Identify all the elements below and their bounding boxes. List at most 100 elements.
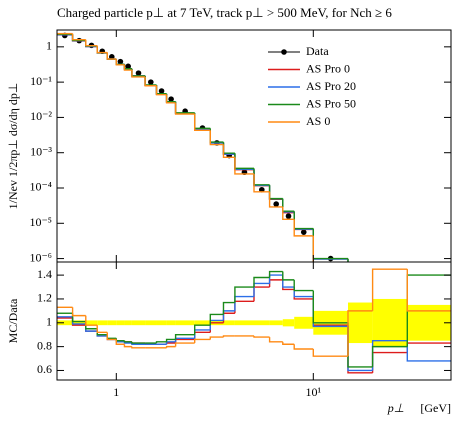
step-bin <box>155 85 167 96</box>
step-bin <box>123 64 132 71</box>
step-bin <box>222 142 235 155</box>
step-bin <box>115 59 125 66</box>
step-bin <box>282 271 295 281</box>
data-point <box>148 79 154 85</box>
step-bin <box>282 279 295 291</box>
uncertainty-band <box>175 320 195 326</box>
step-bin <box>222 144 235 159</box>
step-bin <box>347 259 349 262</box>
legend-label: AS Pro 20 <box>306 79 356 93</box>
uncertainty-band <box>282 319 295 327</box>
legend-label: AS Pro 50 <box>306 96 356 110</box>
step-bin <box>406 269 451 312</box>
step-bin <box>165 341 176 345</box>
step-bin <box>371 345 408 367</box>
data-point <box>108 54 115 60</box>
data-point <box>273 201 279 207</box>
step-bin <box>282 198 295 213</box>
step-bin <box>222 142 235 154</box>
step-bin <box>106 52 117 60</box>
plot-area <box>57 268 451 374</box>
x-axis-unit: [GeV] <box>420 401 451 415</box>
data-point <box>357 273 363 279</box>
y-tick-label: 0.6 <box>37 362 52 376</box>
step-bin <box>222 310 235 321</box>
step-bin <box>268 185 283 200</box>
uncertainty-band <box>347 302 373 344</box>
step-bin <box>312 290 348 324</box>
step-bin <box>347 258 349 262</box>
step-bin <box>253 286 270 302</box>
step-bin <box>234 154 254 170</box>
uncertainty-band <box>124 320 132 326</box>
chart-title: Charged particle p⊥ at 7 TeV, track p⊥ >… <box>57 5 392 20</box>
legend-label: Data <box>306 44 329 58</box>
step-bin <box>209 313 224 326</box>
data-point <box>285 213 292 219</box>
step-bin <box>253 168 270 186</box>
step-bin <box>268 191 283 208</box>
step-bin <box>293 211 314 230</box>
y-tick-label: 0.8 <box>37 338 52 352</box>
step-bin <box>282 206 295 220</box>
uncertainty-band <box>72 320 86 326</box>
x-axis-label: p⊥ <box>387 401 404 415</box>
legend-marker <box>281 49 287 55</box>
y-tick-label: 10⁻¹ <box>30 74 52 88</box>
step-bin <box>406 340 451 362</box>
legend-label: AS 0 <box>306 114 330 128</box>
step-bin <box>253 335 270 338</box>
step-bin <box>234 154 254 171</box>
uncertainty-band <box>166 320 176 326</box>
step-bin <box>106 334 117 339</box>
ratio-y-axis-label: MC/Data <box>6 298 20 343</box>
y-tick-label: 10⁻² <box>30 109 52 123</box>
step-bin <box>174 102 195 115</box>
step-bin <box>312 228 348 260</box>
uncertainty-band <box>107 320 117 326</box>
y-tick-label: 1 <box>46 315 52 329</box>
step-bin <box>282 341 295 345</box>
step-bin <box>123 340 132 343</box>
step-bin <box>115 338 125 342</box>
step-bin <box>253 169 270 187</box>
step-bin <box>371 351 408 373</box>
step-bin <box>209 336 224 340</box>
step-bin <box>253 173 270 193</box>
step-bin <box>165 94 176 104</box>
step-bin <box>293 344 314 350</box>
step-bin <box>144 76 157 87</box>
uncertainty-band <box>234 320 254 326</box>
step-bin <box>253 276 270 288</box>
step-bin <box>209 128 224 143</box>
step-bin <box>209 130 224 146</box>
step-bin <box>193 329 211 339</box>
step-bin <box>165 342 176 345</box>
step-bin <box>253 282 270 297</box>
step-bin <box>222 335 235 338</box>
step-bin <box>312 229 348 260</box>
uncertainty-band <box>156 320 167 326</box>
step-bin <box>131 70 146 78</box>
uncertainty-band <box>131 320 146 326</box>
uncertainty-band <box>57 320 73 326</box>
y-tick-label: 1.2 <box>37 291 52 305</box>
uncertainty-band <box>97 320 108 326</box>
uncertainty-band <box>372 298 408 347</box>
step-bin <box>268 279 283 288</box>
step-bin <box>193 113 211 132</box>
data-point <box>117 58 124 65</box>
step-bin <box>85 315 98 326</box>
uncertainty-band <box>269 320 283 326</box>
plot-frame <box>56 261 452 381</box>
step-bin <box>193 338 211 344</box>
x-tick-label: 10¹ <box>305 385 321 399</box>
uncertainty-band <box>254 320 270 326</box>
step-bin <box>293 287 314 298</box>
data-point <box>168 96 174 102</box>
step-bin <box>268 184 283 200</box>
step-bin <box>347 310 373 357</box>
step-bin <box>123 344 132 348</box>
data-point <box>300 229 307 235</box>
step-bin <box>406 342 451 353</box>
